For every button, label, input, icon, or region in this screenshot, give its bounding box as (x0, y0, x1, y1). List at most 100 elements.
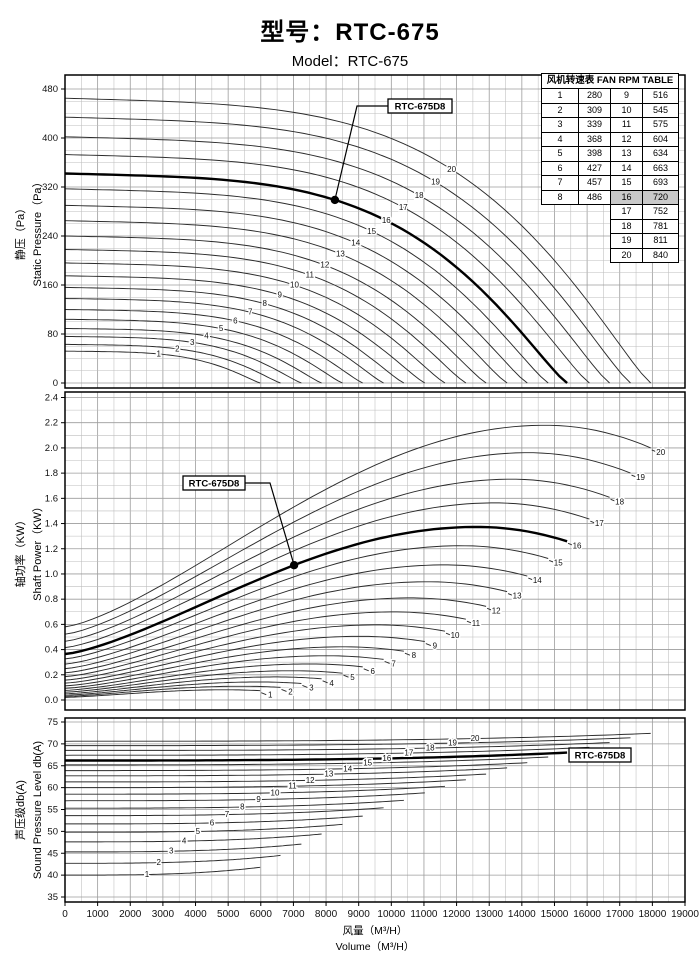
rpm-row: 17 752 (542, 204, 679, 220)
curve-number: 5 (196, 827, 201, 836)
fan-number-cell: 18 (610, 218, 643, 234)
label-dash (466, 620, 473, 624)
curve-number: 19 (431, 178, 440, 187)
curve-number: 9 (433, 642, 438, 651)
fan-number-cell: 14 (610, 160, 643, 176)
curve-number: 10 (290, 281, 299, 290)
curve-number: 2 (156, 858, 161, 867)
fan-number-cell: 15 (610, 175, 643, 191)
curve-number: 15 (367, 227, 376, 236)
fan-curve-10 (64, 624, 446, 681)
curve-number: 11 (306, 271, 315, 280)
curve-number: 4 (182, 837, 187, 846)
fan-curve-8 (64, 286, 405, 384)
empty-cell (579, 248, 611, 263)
rpm-value-cell: 634 (642, 146, 679, 162)
fan-curve-9 (64, 635, 425, 684)
fan-curve-12 (64, 597, 487, 674)
rpm-table-header-cell: 风机转速表 FAN RPM TABLE (541, 73, 679, 89)
curve-number: 8 (412, 651, 417, 660)
x-tick-label: 6000 (250, 909, 273, 920)
x-tick-label: 12000 (443, 909, 471, 920)
curve-number: 17 (404, 749, 413, 758)
y-tick-label: 80 (47, 329, 58, 340)
page-title: 型号：RTC-675 (260, 19, 440, 46)
fan-curve-19 (64, 452, 631, 635)
y-tick-label: 55 (47, 805, 58, 816)
label-dash (281, 688, 287, 692)
curve-number: 10 (271, 788, 280, 797)
rpm-row: 19 811 (542, 233, 679, 249)
curve-number: 5 (219, 324, 224, 333)
y-tick-label: 50 (47, 826, 58, 837)
fan-curve-4 (65, 833, 322, 843)
fan-curve-2 (65, 343, 281, 384)
curve-number: 14 (533, 576, 542, 585)
fan-curve-1 (65, 866, 261, 876)
fan-curve-1 (64, 350, 261, 384)
y-axis-title-cn: 静压（Pa） (13, 203, 27, 260)
x-tick-label: 9000 (348, 909, 371, 920)
model-annotation-box (568, 747, 632, 763)
label-dash (631, 474, 637, 478)
empty-cell (542, 219, 579, 234)
fan-curve-18 (64, 478, 610, 642)
y-tick-label: 65 (47, 761, 58, 772)
curve-number: 16 (382, 216, 391, 225)
curve-number: 12 (306, 776, 315, 785)
label-dash (445, 632, 452, 636)
rpm-value-cell: 398 (578, 146, 611, 162)
x-tick-label: 17000 (606, 909, 634, 920)
fan-curve-8 (64, 646, 404, 687)
x-tick-label: 8000 (315, 909, 338, 920)
rpm-value-cell: 575 (642, 117, 679, 133)
label-dash (261, 692, 267, 696)
label-dash (322, 680, 328, 684)
fan-number-cell: 19 (610, 233, 643, 249)
fan-curve-11 (65, 779, 466, 789)
y-tick-label: 1.2 (45, 544, 58, 555)
fan-curve-6 (64, 663, 363, 691)
curve-number: 11 (472, 619, 481, 628)
curve-number: 16 (382, 754, 391, 763)
fan-curve-15 (64, 545, 549, 660)
x-tick-label: 0 (62, 909, 68, 920)
fan-number-cell: 1 (541, 88, 579, 104)
title-block: 型号：RTC-675 Model：RTC-675 (0, 12, 700, 71)
page-subtitle: Model：RTC-675 (291, 53, 409, 70)
curve-number: 2 (288, 687, 293, 696)
model-annotation-box (182, 475, 246, 491)
x-tick-label: 18000 (638, 909, 666, 920)
fan-curve-7 (64, 298, 384, 384)
curve-number: 2 (175, 344, 180, 353)
fan-curve-14 (64, 564, 528, 665)
rpm-value-cell: 693 (642, 175, 679, 191)
fan-number-cell: 6 (541, 160, 579, 176)
fan-curve-12 (65, 773, 487, 783)
fan-number-cell: 8 (541, 189, 579, 205)
y-tick-label: 1.4 (45, 519, 58, 530)
rpm-value-cell: 604 (642, 131, 679, 147)
rpm-row: 1 280 9 516 (541, 88, 679, 104)
rpm-row: 5 398 13 634 (541, 146, 679, 162)
y-tick-label: 0.6 (45, 619, 58, 630)
y-tick-label: 45 (47, 848, 58, 859)
curve-number: 17 (595, 519, 604, 528)
rpm-row: 7 457 15 693 (541, 175, 679, 191)
rpm-row: 2 309 10 545 (541, 102, 679, 118)
rpm-value-cell: 840 (642, 247, 679, 263)
fan-curve-14 (64, 204, 528, 384)
operating-point-dot (330, 195, 340, 205)
curve-number: 6 (210, 818, 215, 827)
x-tick-label: 3000 (152, 909, 175, 920)
curve-number: 10 (451, 631, 460, 640)
fan-number-cell: 17 (610, 204, 643, 220)
fan-curve-19 (65, 737, 631, 747)
curve-number: 13 (336, 250, 345, 259)
fan-curve-10 (64, 262, 446, 384)
y-tick-label: 35 (47, 892, 58, 903)
y-tick-label: 0.8 (45, 594, 58, 605)
fan-number-cell: 3 (541, 117, 579, 133)
curve-number: 1 (268, 691, 273, 700)
chart-frame (64, 391, 686, 711)
